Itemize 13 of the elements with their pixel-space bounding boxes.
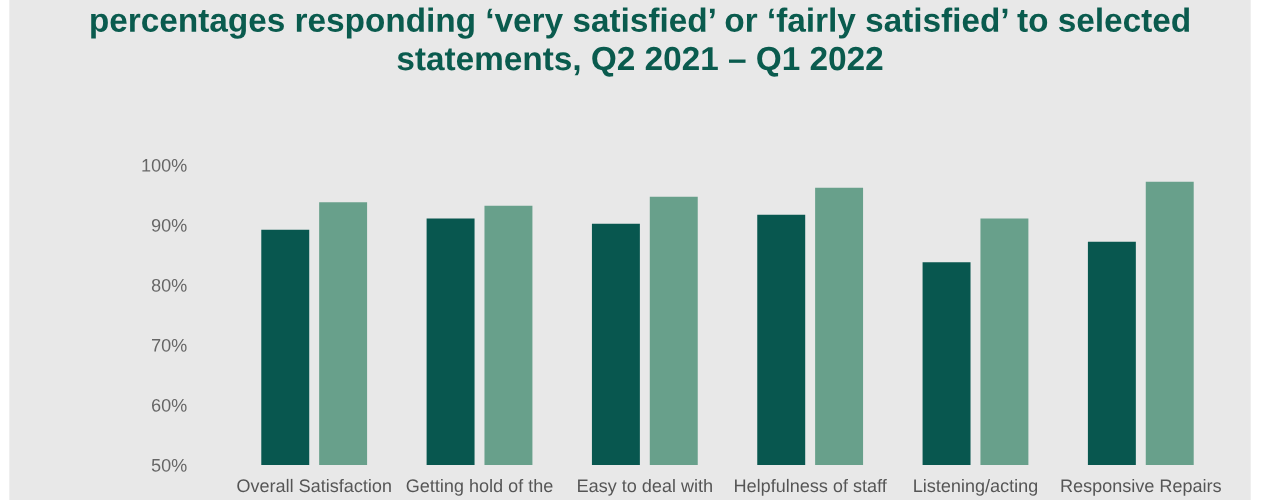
chart-title: percentages responding ‘very satisfied’ or ‘fairly satisfied’ to selected statements, Q2 2021 – Q1 2022 xyxy=(91,7,1189,77)
x-tick-label: Helpfulness of staff xyxy=(735,478,887,496)
x-tick-label: Getting hold of the xyxy=(406,478,553,496)
y-tick-label: 80% xyxy=(151,278,187,292)
y-tick-label: 70% xyxy=(152,338,187,352)
x-tick-label: Listening/acting xyxy=(914,478,1038,496)
x-tick-label: Responsive Repairs xyxy=(1061,478,1221,496)
y-tick-label: 60% xyxy=(152,398,187,412)
y-tick-label: 50% xyxy=(151,458,187,472)
y-tick-label: 90% xyxy=(151,218,187,232)
x-tick-label: Easy to deal with xyxy=(578,478,712,496)
x-tick-label: Overall Satisfaction xyxy=(237,478,391,493)
y-tick-label: 100% xyxy=(142,158,187,172)
